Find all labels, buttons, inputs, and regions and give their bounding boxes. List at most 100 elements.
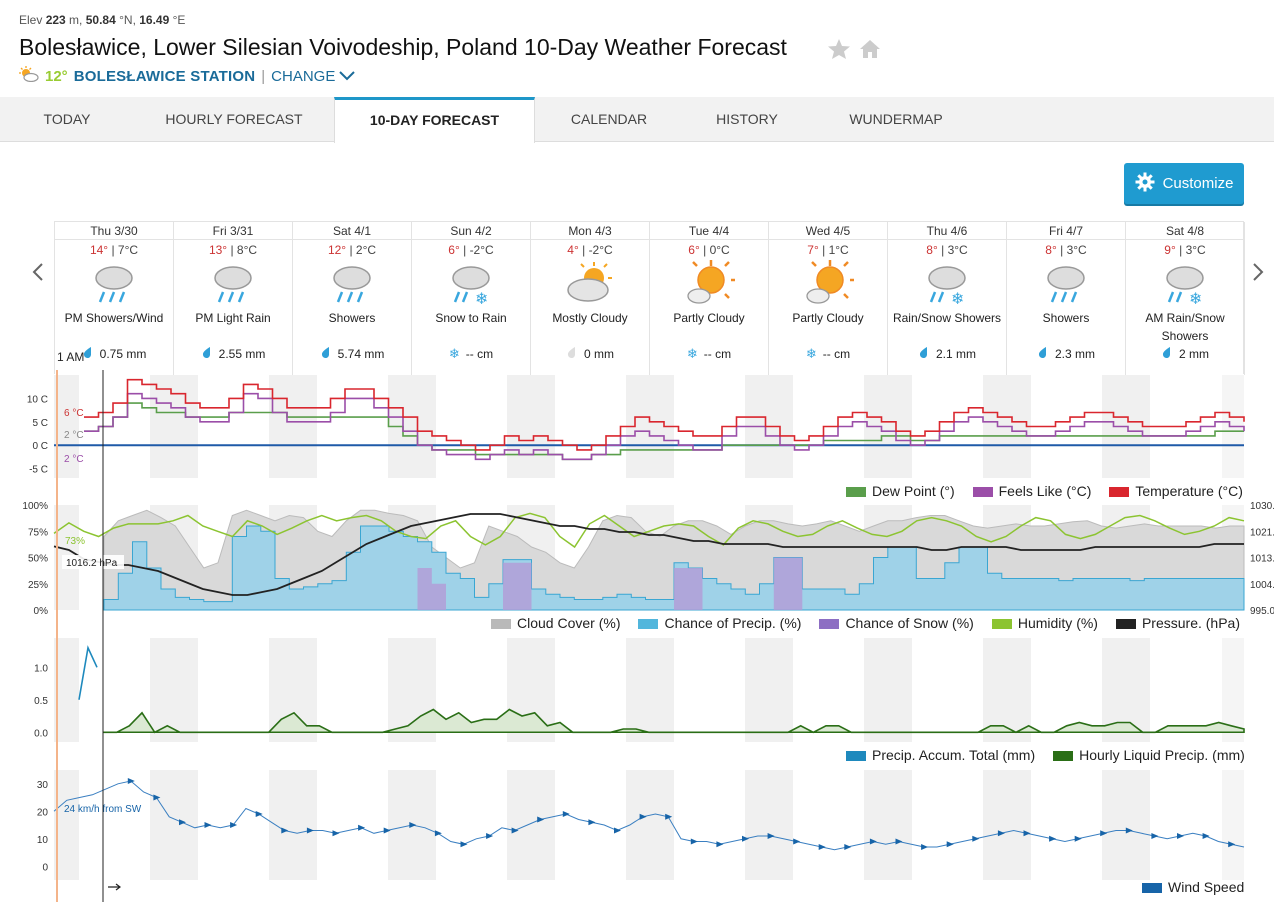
day-card[interactable]: Sat 4/8 9° | 3°C ❄ AM Rain/Snow Showers … xyxy=(1126,222,1245,375)
change-station-button[interactable]: CHANGE xyxy=(271,68,356,85)
tab-hourly-forecast[interactable]: HOURLY FORECAST xyxy=(165,111,303,127)
wind-direction-arrow xyxy=(588,819,596,826)
star-icon[interactable] xyxy=(827,38,851,65)
wind-direction-arrow xyxy=(869,838,877,845)
day-date: Tue 4/4 xyxy=(650,222,768,240)
wind-direction-arrow xyxy=(537,816,545,823)
day-card[interactable]: Sat 4/1 12° | 2°C Showers 5.74 mm xyxy=(293,222,412,375)
wind-direction-arrow xyxy=(793,838,801,845)
wind-direction-arrow xyxy=(204,822,212,828)
series-temperature-line xyxy=(84,378,1245,451)
rain-snow-icon: ❄ xyxy=(888,259,1006,309)
raindrop-icon xyxy=(566,346,578,361)
legend-item[interactable]: Precip. Accum. Total (mm) xyxy=(846,747,1035,763)
day-high: 9° xyxy=(1164,243,1176,257)
legend-item[interactable]: Temperature (°C) xyxy=(1109,483,1243,499)
tab-calendar[interactable]: CALENDAR xyxy=(570,111,648,127)
y-tick-label: 0 C xyxy=(32,441,48,452)
day-sep: | xyxy=(108,243,118,257)
day-hi-lo: 6° | 0°C xyxy=(650,243,768,257)
svg-text:❄: ❄ xyxy=(475,289,488,308)
day-card[interactable]: Thu 3/30 14° | 7°C PM Showers/Wind 0.75 … xyxy=(55,222,174,375)
night-band xyxy=(269,770,317,880)
day-card[interactable]: Thu 4/6 8° | 3°C ❄ Rain/Snow Showers 2.1… xyxy=(888,222,1007,375)
raindrop-icon xyxy=(1037,346,1049,361)
humidity-cursor-label: 73% xyxy=(65,536,85,547)
snowflake-icon: ❄ xyxy=(448,346,460,361)
day-card[interactable]: Tue 4/4 6° | 0°C Partly Cloudy ❄ -- cm xyxy=(650,222,769,375)
legend-item[interactable]: Chance of Precip. (%) xyxy=(638,615,801,631)
day-card[interactable]: Sun 4/2 6° | -2°C ❄ Snow to Rain ❄ -- cm xyxy=(412,222,531,375)
raindrop-icon xyxy=(1161,346,1173,361)
tab-history[interactable]: HISTORY xyxy=(716,111,778,127)
legend-swatch xyxy=(1115,619,1136,630)
snowflake-icon: ❄ xyxy=(805,346,817,361)
home-icon[interactable] xyxy=(858,38,882,65)
day-date: Thu 3/30 xyxy=(55,222,173,240)
page-title: Bolesławice, Lower Silesian Voivodeship,… xyxy=(19,34,787,60)
day-condition: Showers xyxy=(328,311,376,325)
wind-direction-arrow xyxy=(306,827,314,834)
night-band xyxy=(745,638,793,742)
wind-direction-arrow xyxy=(639,813,647,820)
day-low: 1°C xyxy=(828,243,849,257)
wind-direction-arrow xyxy=(767,833,775,839)
legend-item[interactable]: Cloud Cover (%) xyxy=(491,615,620,631)
day-hi-lo: 7° | 1°C xyxy=(769,243,887,257)
forecast-charts[interactable]: 10 C 5 C 0 C -5 C 100% 75% 50% 25% 0% 1.0 0.5 0.0 30… xyxy=(0,370,1274,915)
day-high: 12° xyxy=(327,243,347,257)
legend-item[interactable]: Dew Point (°) xyxy=(846,483,955,499)
legend-item[interactable]: Humidity (%) xyxy=(991,615,1098,631)
y-tick-label: 10 xyxy=(37,835,49,846)
raindrop-icon xyxy=(320,346,332,361)
customize-button[interactable]: Customize xyxy=(1124,163,1244,204)
day-low: 2°C xyxy=(355,243,377,257)
mostly-cloudy-icon xyxy=(531,259,649,309)
day-high: 8° xyxy=(926,243,938,257)
rain-cloud-icon xyxy=(55,259,173,309)
chevron-down-icon xyxy=(339,68,356,85)
legend-item[interactable]: Pressure. (hPa) xyxy=(1115,615,1240,631)
wind-direction-arrow xyxy=(614,827,621,834)
legend-item[interactable]: Hourly Liquid Precip. (mm) xyxy=(1053,747,1245,763)
tab-today[interactable]: TODAY xyxy=(43,111,91,127)
tab-10-day-forecast[interactable]: 10-DAY FORECAST xyxy=(334,97,535,143)
legend-wind: Wind Speed xyxy=(1142,879,1244,895)
day-low: 3°C xyxy=(1066,243,1087,257)
legend-item[interactable]: Chance of Snow (%) xyxy=(819,615,974,631)
wind-direction-arrow xyxy=(511,827,519,834)
day-hi-lo: 12° | 2°C xyxy=(293,243,411,257)
day-precip: 5.74 mm xyxy=(293,346,411,361)
day-precip-amount: -- cm xyxy=(822,347,851,361)
legend-item[interactable]: Wind Speed xyxy=(1142,879,1244,895)
day-low: -2°C xyxy=(588,243,613,257)
wind-direction-arrow xyxy=(383,827,391,834)
legend-label: Chance of Snow (%) xyxy=(845,615,974,631)
next-days-arrow[interactable] xyxy=(1252,262,1264,288)
precip-accum-line xyxy=(78,645,98,700)
day-condition: Snow to Rain xyxy=(435,311,507,325)
wind-direction-arrow xyxy=(1151,833,1159,839)
station-name[interactable]: BOLESŁAWICE STATION xyxy=(73,67,256,85)
y2-tick-label: 995.0 xyxy=(1250,606,1274,617)
day-card[interactable]: Wed 4/5 7° | 1°C Partly Cloudy ❄ -- cm xyxy=(769,222,888,375)
legend-label: Cloud Cover (%) xyxy=(517,615,621,631)
day-card[interactable]: Mon 4/3 4° | -2°C Mostly Cloudy 0 mm xyxy=(531,222,650,375)
wind-direction-arrow xyxy=(742,835,749,842)
y-tick-label: 25% xyxy=(28,580,48,591)
y2-tick-label: 1013. xyxy=(1250,554,1274,565)
night-band xyxy=(150,638,198,742)
legend-item[interactable]: Feels Like (°C) xyxy=(972,483,1091,499)
wind-speed-line xyxy=(53,780,1245,851)
tab-wundermap[interactable]: WUNDERMAP xyxy=(849,111,943,127)
day-precip: 0.75 mm xyxy=(55,346,173,361)
prev-days-arrow[interactable] xyxy=(32,262,44,288)
wind-direction-arrow xyxy=(486,833,494,839)
hourly-liquid-precip-area xyxy=(103,708,1245,734)
night-band xyxy=(864,638,912,742)
day-card[interactable]: Fri 4/7 8° | 3°C Showers 2.3 mm xyxy=(1007,222,1126,375)
wind-direction-arrow xyxy=(972,835,980,842)
temperature-cursor-label: 2 °C xyxy=(64,454,84,465)
day-hi-lo: 8° | 3°C xyxy=(1007,243,1125,257)
day-card[interactable]: Fri 3/31 13° | 8°C PM Light Rain 2.55 mm xyxy=(174,222,293,375)
